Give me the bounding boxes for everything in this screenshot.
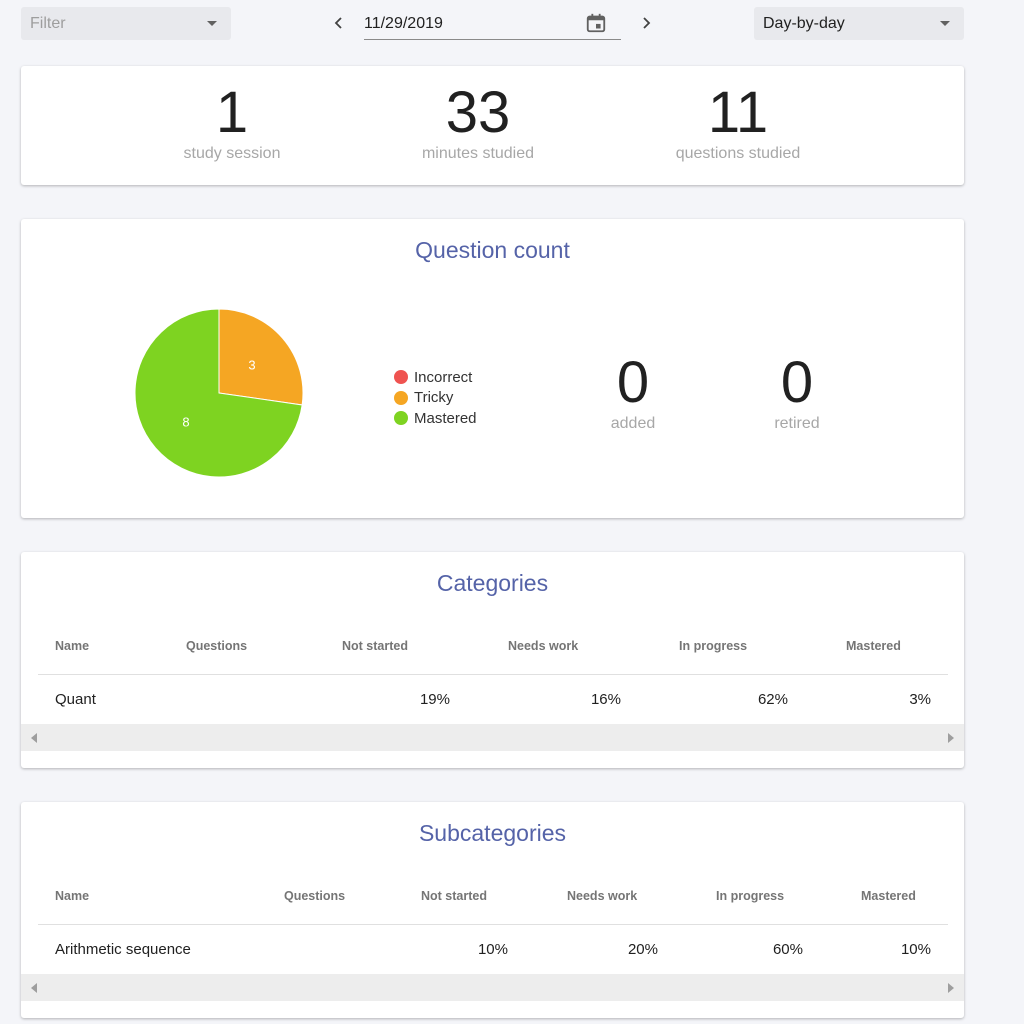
categories-title: Categories bbox=[436, 570, 549, 596]
filter-placeholder: Filter bbox=[30, 14, 66, 32]
pie-slice-mastered[interactable] bbox=[134, 308, 303, 478]
column-header-in-progress[interactable]: In progress bbox=[716, 889, 785, 903]
minutes-studied-stat: 33 minutes studied bbox=[378, 83, 578, 163]
chevron-down-icon bbox=[207, 21, 217, 26]
stat-label: study session bbox=[183, 145, 281, 162]
scroll-right-icon[interactable] bbox=[948, 983, 954, 993]
chevron-left-icon bbox=[334, 17, 342, 29]
chevron-down-icon bbox=[940, 21, 950, 26]
table-row[interactable]: Quant 19% 16% 62% 3% bbox=[38, 675, 948, 724]
period-select[interactable]: Day-by-day bbox=[754, 7, 964, 40]
pie-slice-label: 8 bbox=[182, 415, 189, 430]
pie-slice-tricky[interactable] bbox=[218, 308, 304, 406]
column-header-not-started[interactable]: Not started bbox=[342, 639, 408, 653]
date-value: 11/29/2019 bbox=[364, 14, 443, 32]
column-header-needs-work[interactable]: Needs work bbox=[508, 639, 579, 653]
cell-in-progress: 60% bbox=[772, 941, 803, 958]
column-header-questions[interactable]: Questions bbox=[284, 889, 346, 903]
summary-card: 1 study session 33 minutes studied 11 qu… bbox=[21, 66, 964, 185]
legend-dot bbox=[394, 411, 408, 426]
column-header-name[interactable]: Name bbox=[55, 639, 90, 653]
calendar-icon[interactable] bbox=[585, 12, 607, 34]
column-header-needs-work[interactable]: Needs work bbox=[567, 889, 638, 903]
column-header-in-progress[interactable]: In progress bbox=[679, 639, 748, 653]
filter-select[interactable]: Filter bbox=[21, 7, 231, 40]
legend-item-incorrect[interactable]: Incorrect bbox=[394, 367, 477, 388]
legend-item-mastered[interactable]: Mastered bbox=[394, 408, 477, 429]
stat-label: retired bbox=[774, 415, 820, 432]
period-value: Day-by-day bbox=[763, 14, 845, 32]
cell-mastered: 3% bbox=[909, 691, 931, 708]
date-input[interactable]: 11/29/2019 bbox=[364, 8, 621, 40]
cell-needs-work: 20% bbox=[627, 941, 658, 958]
legend-item-tricky[interactable]: Tricky bbox=[394, 388, 477, 409]
pie-slice-label: 3 bbox=[248, 357, 255, 372]
cell-mastered: 10% bbox=[900, 941, 931, 958]
column-header-name[interactable]: Name bbox=[55, 889, 90, 903]
column-header-not-started[interactable]: Not started bbox=[421, 889, 487, 903]
horizontal-scrollbar[interactable] bbox=[21, 974, 964, 1001]
legend-label: Incorrect bbox=[414, 368, 473, 386]
added-stat: 0 added bbox=[583, 353, 683, 433]
table-row[interactable]: Arithmetic sequence 10% 20% 60% 10% bbox=[38, 925, 948, 974]
stat-label: minutes studied bbox=[421, 145, 535, 162]
questions-studied-stat: 11 questions studied bbox=[638, 83, 838, 163]
chevron-right-icon bbox=[643, 17, 651, 29]
cell-name: Quant bbox=[55, 691, 96, 708]
column-header-mastered[interactable]: Mastered bbox=[846, 639, 901, 653]
study-sessions-stat: 1 study session bbox=[132, 83, 332, 163]
question-count-title: Question count bbox=[415, 237, 570, 263]
pie-legend: Incorrect Tricky Mastered bbox=[394, 367, 477, 429]
subcategories-title: Subcategories bbox=[418, 820, 567, 846]
retired-stat: 0 retired bbox=[747, 353, 847, 433]
scroll-right-icon[interactable] bbox=[948, 733, 954, 743]
stat-value: 0 bbox=[780, 350, 814, 415]
cell-needs-work: 16% bbox=[590, 691, 621, 708]
column-header-mastered[interactable]: Mastered bbox=[861, 889, 916, 903]
legend-label: Tricky bbox=[414, 389, 454, 407]
legend-label: Mastered bbox=[414, 409, 477, 427]
stat-value: 1 bbox=[215, 80, 249, 145]
cell-not-started: 19% bbox=[419, 691, 450, 708]
stat-value: 11 bbox=[707, 80, 769, 145]
stat-value: 33 bbox=[445, 80, 511, 145]
table-header: Name Questions Not started Needs work In… bbox=[38, 617, 948, 675]
cell-in-progress: 62% bbox=[757, 691, 788, 708]
scroll-left-icon[interactable] bbox=[31, 733, 37, 743]
question-count-pie-chart: 38 bbox=[134, 308, 304, 478]
subcategories-card: Subcategories Name Questions Not started… bbox=[21, 802, 964, 1018]
legend-dot bbox=[394, 390, 408, 405]
horizontal-scrollbar[interactable] bbox=[21, 724, 964, 751]
table-header: Name Questions Not started Needs work In… bbox=[38, 867, 948, 925]
previous-date-button[interactable] bbox=[329, 12, 349, 34]
cell-name: Arithmetic sequence bbox=[55, 941, 191, 958]
stat-label: added bbox=[610, 415, 656, 432]
legend-dot bbox=[394, 370, 408, 385]
next-date-button[interactable] bbox=[636, 12, 656, 34]
stat-label: questions studied bbox=[675, 145, 801, 162]
scroll-left-icon[interactable] bbox=[31, 983, 37, 993]
toolbar: Filter 11/29/2019 Day-by-day bbox=[0, 0, 1024, 48]
stat-value: 0 bbox=[616, 350, 650, 415]
column-header-questions[interactable]: Questions bbox=[186, 639, 248, 653]
categories-card: Categories Name Questions Not started Ne… bbox=[21, 552, 964, 768]
cell-not-started: 10% bbox=[477, 941, 508, 958]
